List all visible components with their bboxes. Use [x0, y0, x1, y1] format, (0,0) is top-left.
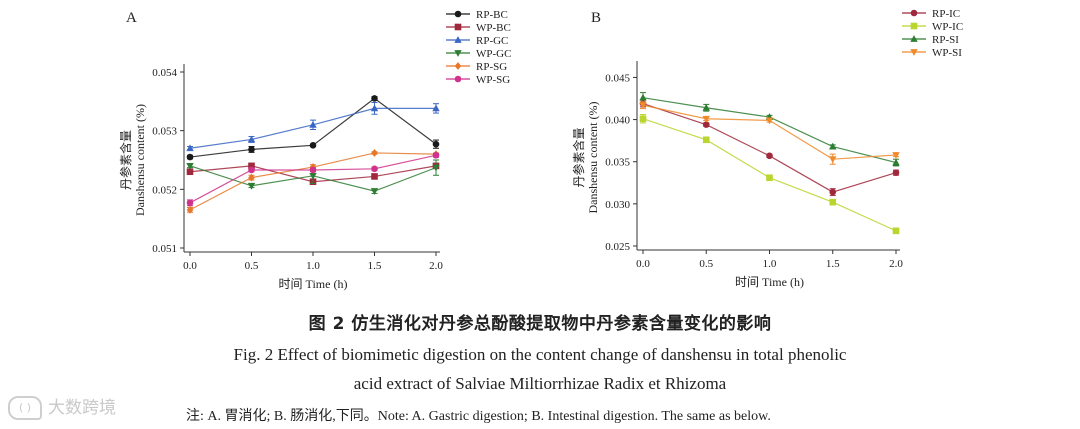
panel-b-series-wp-si-point — [765, 117, 774, 125]
panel-a-series-wp-gc-point — [432, 164, 440, 172]
panel-b-x-tick-label: 0.5 — [699, 258, 713, 270]
panel-a-y-tick-label: 0.054 — [152, 67, 177, 79]
panel-b-series-rp-ic-point — [892, 169, 900, 176]
panel-a-y-axis-title-en: Danshensu content (%) — [133, 104, 147, 216]
panel-a-series-rp-sg-point — [186, 205, 194, 214]
panel-a-series-wp-gc-point — [309, 172, 317, 180]
panel-b-series-wp-ic-point — [639, 115, 647, 123]
panel-a-series-wp-sg-point — [309, 166, 317, 174]
panel-b-legend-marker — [910, 49, 918, 56]
panel-a-legend-marker — [454, 75, 462, 83]
panel-a-x-axis-title: 时间 Time (h) — [279, 277, 348, 291]
panel-a-legend-marker — [454, 62, 462, 70]
panel-b-series-wp-ic-point — [892, 227, 900, 235]
panel-a-series-rp-bc-point — [186, 153, 194, 161]
panel-a-series-rp-gc-point — [186, 144, 194, 152]
panel-a-x-tick-label: 1.5 — [368, 260, 382, 272]
panel-b-series-wp-si-point — [892, 152, 900, 159]
panel-a-series-wp-bc-point — [186, 168, 194, 176]
panel-a-y-tick-label: 0.051 — [152, 243, 177, 255]
panel-b-series-rp-si-point — [702, 103, 710, 111]
panel-a-series-wp-gc-point — [370, 188, 379, 195]
panel-a-series-rp-gc-point — [432, 104, 440, 112]
panel-a-series-wp-sg-point — [186, 199, 194, 207]
panel-b-series-wp-ic-point — [829, 198, 837, 206]
watermark-logo-icon: ( ) — [8, 396, 42, 420]
panel-b-series-rp-si-point — [829, 142, 837, 150]
panel-a-series-wp-sg-point — [432, 152, 440, 159]
panel-b-x-axis-title: 时间 Time (h) — [735, 275, 804, 289]
panel-a-legend-marker — [454, 36, 462, 43]
panel-b-legend-label: WP-IC — [932, 21, 963, 33]
panel-b-legend-marker — [910, 22, 918, 30]
panel-a-y-tick-label: 0.052 — [152, 184, 177, 196]
panel-b-series-wp-si-point — [829, 156, 837, 164]
panel-b-series-rp-si-point — [639, 93, 647, 101]
panel-a-legend-label: RP-SG — [476, 61, 507, 73]
panel-a-series-rp-sg-point — [248, 173, 255, 182]
panel-a-series-rp-sg-point — [371, 149, 378, 157]
panel-a-series-wp-bc-point — [248, 162, 255, 170]
panel-a-legend-label: WP-BC — [476, 22, 511, 34]
panel-a-x-tick-label: 1.0 — [306, 260, 320, 272]
panel-a-series-rp-bc-point — [309, 142, 317, 149]
panel-a-series-wp-bc-point — [371, 173, 378, 180]
figure-canvas: A 0.051 0.052 0.053 0.054 0.0 0.5 1.0 1.5 2.0 时间 T… — [118, 8, 963, 291]
panel-b-y-tick-label: 0.035 — [605, 157, 630, 169]
panel-b-series-wp-ic-point — [702, 136, 710, 144]
figure-caption-english-line1: Fig. 2 Effect of biomimetic digestion on… — [233, 345, 847, 364]
panel-b-y-axis-title-cn: 丹参素含量 — [571, 127, 586, 187]
panel-a-series-wp-gc-point — [186, 162, 194, 170]
panel-a-legend-marker — [454, 10, 462, 18]
panel-a-series-rp-gc-point — [370, 104, 379, 112]
panel-a-series-rp-bc-point — [248, 146, 255, 153]
panel-b-x-tick-label: 1.5 — [826, 258, 840, 270]
panel-a-x-tick-label: 0.0 — [183, 260, 197, 272]
panel-a-legend-label: WP-GC — [476, 48, 511, 60]
panel-b-x-tick-label: 0.0 — [636, 258, 650, 270]
panel-a-legend-label: WP-SG — [476, 74, 510, 86]
panel-a-legend-marker — [454, 50, 462, 57]
panel-a-y-tick-label: 0.053 — [152, 126, 177, 138]
panel-b-series-rp-si-point — [892, 158, 900, 166]
panel-b-x-tick-label: 2.0 — [889, 258, 903, 270]
panel-b-series-rp-ic-point — [829, 188, 837, 196]
panel-a-series-rp-gc-point — [247, 135, 256, 143]
panel-b-x-tick-label: 1.0 — [763, 258, 777, 270]
panel-a-series-rp-bc-point — [432, 140, 440, 148]
panel-a-series-wp-sg-point — [371, 165, 378, 173]
panel-b-legend-marker — [910, 35, 918, 42]
watermark-text: 大数跨境 — [48, 398, 116, 418]
panel-b-y-axis-title-en: Danshensu content (%) — [586, 102, 600, 214]
panel-a-legend-label: RP-GC — [476, 35, 508, 47]
panel-b-legend-marker — [910, 9, 918, 17]
panel-a-series-rp-bc-point — [371, 95, 378, 102]
panel-a-series-wp-gc-point — [247, 182, 256, 190]
panel-b-y-tick-label: 0.030 — [605, 199, 630, 211]
panel-a-x-tick-label: 2.0 — [429, 260, 443, 272]
panel-a-label: A — [126, 10, 137, 26]
panel-b-y-tick-label: 0.045 — [605, 72, 630, 84]
panel-b-series-wp-si-point — [639, 102, 647, 110]
figure-note: 注: A. 胃消化; B. 肠消化,下同。Note: A. Gastric di… — [186, 409, 771, 424]
panel-b-y-tick-label: 0.025 — [605, 241, 630, 253]
panel-b-legend-label: RP-IC — [932, 8, 960, 20]
panel-b-legend-label: RP-SI — [932, 34, 959, 46]
panel-b-label: B — [591, 10, 601, 26]
figure-caption-english-line2: acid extract of Salviae Miltiorrhizae Ra… — [353, 374, 727, 393]
panel-a-series-rp-gc-point — [309, 120, 317, 128]
panel-a-x-tick-label: 0.5 — [245, 260, 259, 272]
panel-a-legend-label: RP-BC — [476, 9, 508, 21]
panel-a-series-wp-sg-point — [248, 166, 255, 174]
watermark: ( ) 大数跨境 — [8, 393, 116, 420]
figure-caption-chinese: 图 2 仿生消化对丹参总酚酸提取物中丹参素含量变化的影响 — [308, 314, 772, 334]
panel-b-y-tick-label: 0.040 — [605, 115, 630, 127]
panel-a-legend-marker — [454, 23, 462, 31]
panel-b-series-wp-ic-point — [766, 174, 773, 182]
panel-b-series-wp-si-point — [702, 115, 710, 123]
panel-a-y-axis-title-cn: 丹参素含量 — [118, 130, 133, 190]
panel-b-legend-label: WP-SI — [932, 47, 962, 59]
panel-b-series-rp-ic-point — [702, 121, 710, 128]
panel-b-series-rp-ic-point — [766, 152, 773, 160]
